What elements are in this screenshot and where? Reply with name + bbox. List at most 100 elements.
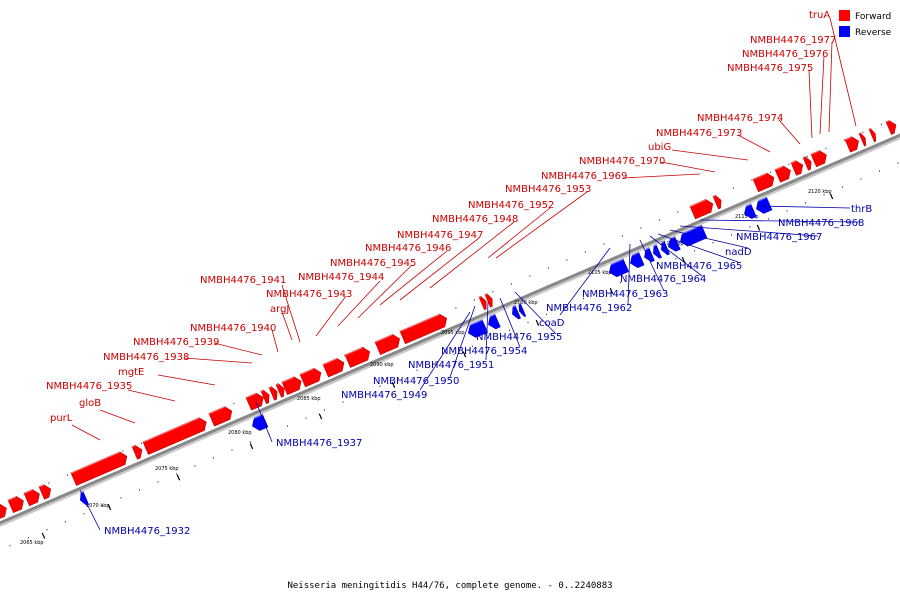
forward-gene-arrow[interactable] — [810, 148, 829, 168]
forward-gene-arrow-shape[interactable] — [268, 385, 280, 401]
reverse-gene-arrow-shape[interactable] — [517, 302, 527, 317]
forward-gene-arrow[interactable] — [299, 366, 324, 388]
reverse-gene-arrow-shape[interactable] — [607, 258, 629, 279]
ruler-dot-lower — [360, 393, 362, 395]
reverse-gene-arrow-shape[interactable] — [250, 413, 269, 432]
forward-gene-arrow[interactable] — [281, 375, 304, 396]
reverse-gene-leader-line — [485, 301, 489, 361]
forward-gene-arrow[interactable] — [208, 405, 235, 427]
reverse-gene-arrow-shape[interactable] — [642, 247, 655, 264]
ruler-dot-lower — [175, 473, 177, 475]
forward-gene-arrow[interactable] — [322, 356, 347, 378]
forward-gene-arrow-shape[interactable] — [689, 197, 716, 220]
forward-gene-arrow[interactable] — [260, 388, 272, 405]
ruler-dot-upper — [640, 227, 642, 229]
forward-gene-arrow[interactable] — [478, 295, 489, 311]
forward-gene-arrow[interactable] — [275, 382, 287, 398]
forward-gene-arrow-shape[interactable] — [245, 391, 266, 411]
forward-gene-arrow-shape[interactable] — [344, 345, 373, 368]
forward-gene-arrow[interactable] — [868, 127, 878, 143]
forward-gene-arrow[interactable] — [344, 345, 373, 368]
forward-gene-arrow[interactable] — [142, 416, 209, 455]
forward-gene-arrow-shape[interactable] — [23, 487, 42, 507]
reverse-gene-arrow[interactable] — [753, 196, 773, 215]
forward-gene-arrow-shape[interactable] — [260, 388, 272, 405]
forward-gene-arrow-shape[interactable] — [885, 118, 899, 135]
reverse-gene-arrow-shape[interactable] — [486, 313, 501, 331]
forward-gene-leader-line — [315, 295, 347, 337]
forward-gene-leader-line — [281, 311, 293, 341]
forward-gene-arrow[interactable] — [790, 159, 806, 176]
forward-gene-arrow-shape[interactable] — [38, 483, 54, 500]
forward-gene-arrow[interactable] — [712, 194, 724, 210]
forward-gene-arrow-shape[interactable] — [70, 450, 130, 486]
forward-gene-arrow-shape[interactable] — [810, 148, 829, 168]
forward-gene-arrow-shape[interactable] — [374, 332, 403, 355]
forward-gene-arrow[interactable] — [131, 443, 145, 460]
forward-gene-arrow[interactable] — [245, 391, 266, 411]
forward-gene-arrow-shape[interactable] — [484, 292, 495, 308]
reverse-gene-arrow[interactable] — [641, 246, 655, 264]
reverse-gene-arrow[interactable] — [627, 251, 645, 270]
forward-gene-arrow[interactable] — [70, 450, 130, 486]
forward-gene-arrow-shape[interactable] — [399, 312, 450, 345]
forward-gene-arrow[interactable] — [374, 332, 403, 355]
forward-gene-arrow[interactable] — [752, 171, 777, 193]
reverse-gene-label: NMBH4476_1950 — [373, 376, 459, 387]
forward-gene-arrow[interactable] — [268, 385, 280, 401]
forward-gene-leader-line — [495, 191, 588, 259]
forward-gene-arrow-shape[interactable] — [299, 366, 324, 388]
reverse-gene-arrow[interactable] — [509, 304, 521, 320]
forward-gene-arrow-shape[interactable] — [322, 356, 347, 378]
forward-gene-arrow-shape[interactable] — [275, 382, 287, 398]
forward-gene-arrow[interactable] — [484, 292, 495, 308]
forward-gene-arrow-shape[interactable] — [752, 171, 777, 193]
forward-gene-arrow-shape[interactable] — [142, 416, 209, 455]
reverse-gene-arrow-shape[interactable] — [628, 251, 645, 270]
forward-gene-arrow-shape[interactable] — [7, 494, 26, 514]
ruler-dot-upper — [547, 267, 549, 269]
scale-tick — [107, 504, 112, 511]
reverse-gene-arrow[interactable] — [516, 302, 527, 317]
forward-gene-arrow[interactable] — [23, 487, 42, 507]
forward-gene-arrow[interactable] — [38, 483, 54, 500]
forward-gene-arrow-shape[interactable] — [774, 164, 793, 183]
forward-gene-arrow[interactable] — [844, 135, 862, 153]
reverse-gene-label: NMBH4476_1954 — [441, 346, 527, 357]
forward-gene-arrow-shape[interactable] — [844, 135, 862, 153]
reverse-gene-arrow[interactable] — [606, 257, 629, 279]
forward-gene-arrow-shape[interactable] — [858, 132, 868, 147]
ruler-dot-lower — [453, 353, 455, 356]
reverse-gene-label: coaD — [539, 318, 565, 329]
forward-gene-arrow-shape[interactable] — [868, 127, 878, 143]
ruler-dot-lower — [601, 289, 603, 292]
forward-gene-arrow[interactable] — [689, 197, 716, 220]
forward-gene-arrow[interactable] — [7, 494, 26, 514]
forward-gene-arrow-shape[interactable] — [802, 155, 814, 171]
forward-gene-arrow-shape[interactable] — [0, 502, 9, 521]
forward-gene-arrow[interactable] — [858, 131, 868, 147]
reverse-gene-arrow[interactable] — [650, 243, 662, 260]
forward-gene-arrow[interactable] — [885, 118, 899, 135]
forward-gene-arrow-shape[interactable] — [131, 443, 145, 460]
reverse-gene-label: NMBH4476_1951 — [408, 360, 494, 371]
reverse-gene-arrow-shape[interactable] — [742, 203, 757, 221]
reverse-gene-arrow-shape[interactable] — [754, 196, 773, 215]
ruler-dot-upper — [751, 179, 753, 181]
scale-tick-label: 2065 kbp — [20, 540, 44, 546]
forward-gene-arrow[interactable] — [774, 164, 793, 183]
reverse-gene-arrow[interactable] — [249, 413, 269, 432]
reverse-gene-arrow-shape[interactable] — [510, 304, 521, 320]
forward-gene-arrow-shape[interactable] — [478, 295, 489, 311]
forward-gene-arrow[interactable] — [399, 312, 450, 345]
forward-gene-arrow-shape[interactable] — [712, 194, 724, 210]
reverse-gene-arrow-shape[interactable] — [651, 244, 662, 260]
forward-gene-arrow[interactable] — [0, 502, 9, 521]
forward-gene-arrow[interactable] — [802, 155, 814, 171]
ruler-dot-lower — [619, 281, 621, 284]
reverse-gene-arrow[interactable] — [741, 202, 757, 221]
forward-gene-arrow-shape[interactable] — [790, 159, 806, 176]
forward-gene-arrow-shape[interactable] — [208, 405, 235, 427]
reverse-gene-leader-line — [559, 247, 611, 316]
forward-gene-arrow-shape[interactable] — [281, 375, 304, 396]
